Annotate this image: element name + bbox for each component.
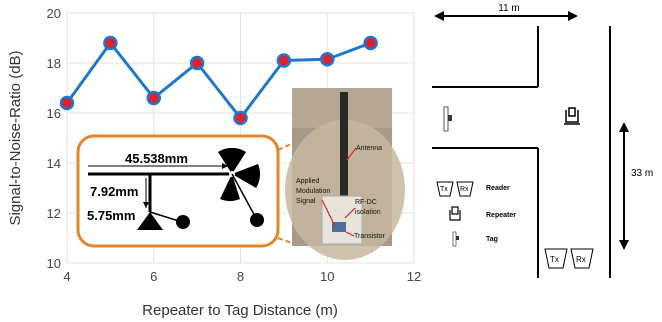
width-label: 11 m <box>498 3 520 14</box>
legend-rx: Rx <box>460 186 469 193</box>
data-point <box>59 95 75 111</box>
legend-reader: Reader <box>486 185 510 192</box>
photo-label-rfdc2: isolation <box>355 209 381 216</box>
repeater-device-corridor <box>564 107 580 125</box>
x-tick-label: 6 <box>150 269 157 284</box>
y-tick-label: 20 <box>47 6 61 21</box>
stem-triangle <box>137 212 163 230</box>
data-point <box>363 35 378 51</box>
reader-device-bottom <box>544 248 594 269</box>
data-point <box>233 110 248 126</box>
floor-plan: 11 m 33 m <box>432 3 653 278</box>
y-tick-label: 14 <box>47 156 61 171</box>
data-point <box>103 35 118 51</box>
data-point <box>146 90 161 106</box>
y-tick-label: 12 <box>47 206 61 221</box>
dim-height1: 7.92mm <box>90 184 138 199</box>
bowtie-dot <box>250 213 264 227</box>
data-point <box>320 52 335 67</box>
photo-label-modulation: Modulation <box>296 188 330 195</box>
y-tick-label: 10 <box>47 256 61 271</box>
x-axis-label: Repeater to Tag Distance (m) <box>142 302 338 319</box>
y-axis-label: Signal-to-Noise-Ratio (dB) <box>7 50 24 225</box>
bottom-rx: Rx <box>576 255 586 264</box>
height-arrow-top-head <box>619 122 629 132</box>
dim-height2: 5.75mm <box>87 208 135 223</box>
series-snr <box>59 35 378 126</box>
legend-tag-icon <box>452 231 459 247</box>
photo-label-signal: Signal <box>296 198 316 205</box>
photo-label-transistor: Transistor <box>354 233 386 240</box>
repeater-photo: Antenna Applied Modulation Signal RF-DC … <box>285 88 405 260</box>
width-arrow-right-head <box>568 11 578 21</box>
x-tick-label: 8 <box>237 269 244 284</box>
height-arrow-down <box>143 202 149 208</box>
y-tick-label: 16 <box>47 106 61 121</box>
legend-repeater-icon <box>449 206 461 221</box>
bowtie-leg <box>231 173 257 219</box>
width-arrow-left-head <box>434 11 444 21</box>
legend-repeater: Repeater <box>486 212 516 219</box>
x-tick-label: 10 <box>320 269 334 284</box>
antenna-inset: 45.538mm 7.92mm 5.75mm <box>76 134 301 248</box>
stem-dot <box>176 215 190 229</box>
height-arrow-bottom-head <box>619 240 629 250</box>
data-point <box>276 53 292 68</box>
legend: Tx Rx Reader Repeater Tag <box>436 181 516 247</box>
photo-label-applied: Applied <box>296 178 319 185</box>
height-label: 33 m <box>631 168 653 179</box>
legend-reader-icon <box>436 181 474 197</box>
photo-label-antenna: Antenna <box>356 145 382 152</box>
width-arrow-right <box>222 163 228 169</box>
legend-tag: Tag <box>486 236 498 243</box>
bottom-tx: Tx <box>550 255 559 264</box>
legend-tx: Tx <box>440 186 448 193</box>
tag-device-corridor <box>443 106 452 132</box>
tick-labels: 4 6 8 10 12 10 12 14 16 18 20 <box>47 6 422 284</box>
x-tick-label: 4 <box>63 269 70 284</box>
x-tick-label: 12 <box>407 269 421 284</box>
photo-label-rfdc1: RF-DC <box>355 199 377 206</box>
data-point <box>189 55 205 71</box>
dim-width: 45.538mm <box>125 151 188 166</box>
y-tick-label: 18 <box>47 56 61 71</box>
bowtie-element <box>218 147 261 201</box>
